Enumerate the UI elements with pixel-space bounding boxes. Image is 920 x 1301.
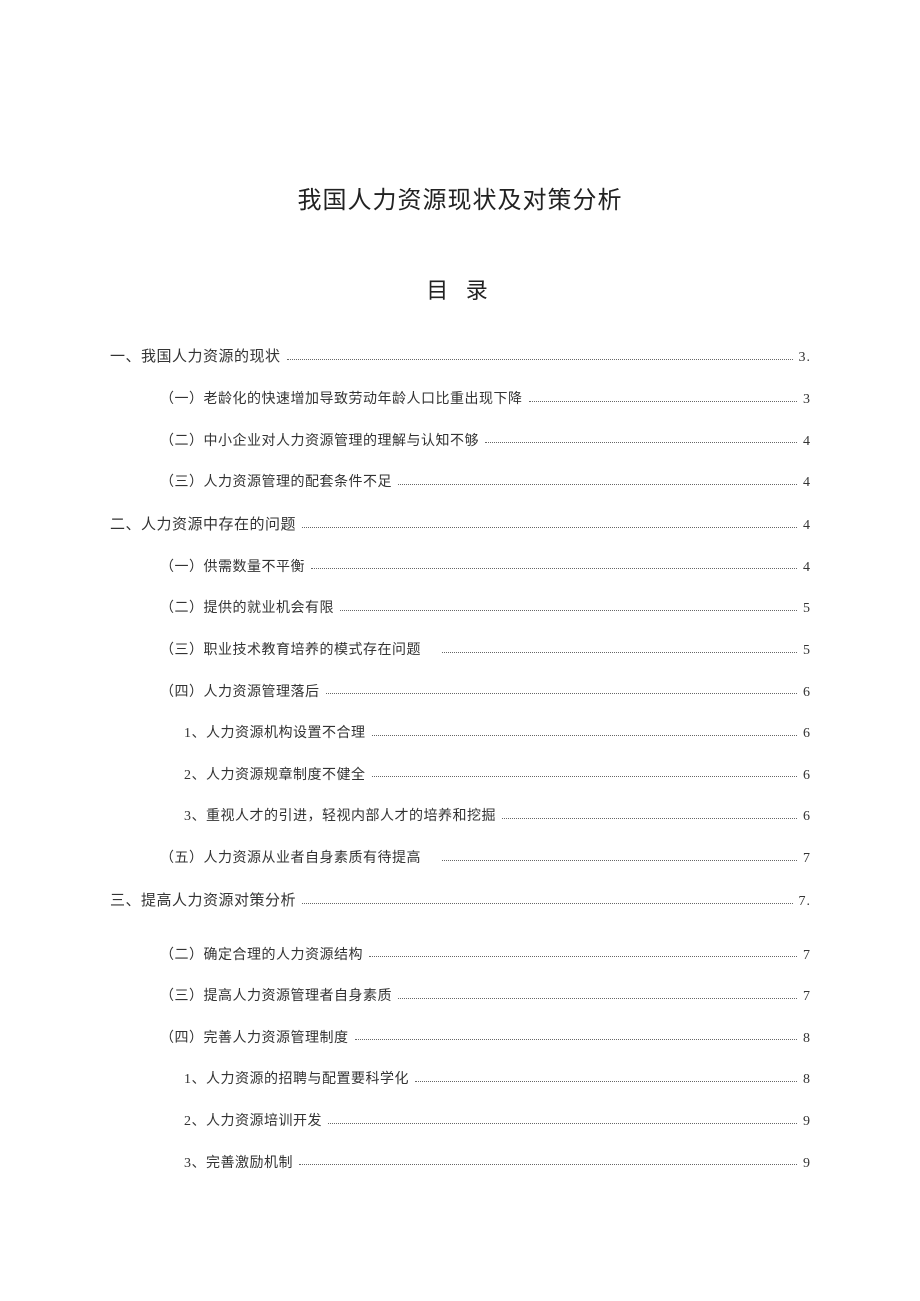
toc-entry-level-2: （四）完善人力资源管理制度 8 <box>160 1029 810 1049</box>
toc-entry-level-2: （二）中小企业对人力资源管理的理解与认知不够 4 <box>160 432 810 452</box>
toc-entry-level-2: （三）职业技术教育培养的模式存在问题 5 <box>160 641 810 661</box>
toc-leader-dots <box>326 693 798 694</box>
toc-entry-label: （三）提高人力资源管理者自身素质 <box>160 987 392 1007</box>
toc-entry-level-2: （二）提供的就业机会有限 5 <box>160 599 810 619</box>
toc-leader-dots <box>442 652 798 653</box>
toc-entry-page: 6 <box>803 683 810 703</box>
toc-leader-dots <box>369 956 797 957</box>
toc-entry-label: （三）职业技术教育培养的模式存在问题 <box>160 641 436 661</box>
toc-entry-level-3: 3、重视人才的引进，轻视内部人才的培养和挖掘 6 <box>184 807 810 827</box>
toc-entry-level-1: 一、我国人力资源的现状 3 <box>110 347 810 368</box>
toc-leader-dots <box>502 818 797 819</box>
toc-entry-page: 3 <box>803 390 810 410</box>
toc-entry-label: 3、重视人才的引进，轻视内部人才的培养和挖掘 <box>184 807 496 827</box>
toc-entry-label: 2、人力资源培训开发 <box>184 1112 322 1132</box>
toc-entry-page: 5 <box>803 641 810 661</box>
toc-entry-level-3: 2、人力资源培训开发 9 <box>184 1112 810 1132</box>
toc-entry-level-1: 二、人力资源中存在的问题 4 <box>110 515 810 536</box>
toc-leader-dots <box>372 776 798 777</box>
toc-entry-page: 7 <box>803 987 810 1007</box>
toc-entry-label: 一、我国人力资源的现状 <box>110 347 281 368</box>
toc-entry-label: （一）供需数量不平衡 <box>160 558 305 578</box>
document-title: 我国人力资源现状及对策分析 <box>110 180 810 215</box>
toc-leader-dots <box>398 484 797 485</box>
toc-leader-dots <box>485 442 797 443</box>
toc-entry-label: （三）人力资源管理的配套条件不足 <box>160 473 392 493</box>
toc-entry-level-2: （五）人力资源从业者自身素质有待提高 7 <box>160 849 810 869</box>
toc-entry-page: 3 <box>799 348 811 368</box>
toc-entry-page: 9 <box>803 1112 810 1132</box>
toc-entry-label: （二）确定合理的人力资源结构 <box>160 946 363 966</box>
toc-entry-page: 7 <box>803 849 810 869</box>
toc-leader-dots <box>328 1123 797 1124</box>
toc-entry-label: 3、完善激励机制 <box>184 1154 293 1174</box>
toc-entry-label: 2、人力资源规章制度不健全 <box>184 766 366 786</box>
toc-entry-page: 4 <box>803 473 810 493</box>
toc-leader-dots <box>529 401 798 402</box>
toc-entry-level-3: 2、人力资源规章制度不健全 6 <box>184 766 810 786</box>
toc-entry-label: 三、提高人力资源对策分析 <box>110 891 296 912</box>
toc-entry-label: （二）提供的就业机会有限 <box>160 599 334 619</box>
toc-entry-page: 5 <box>803 599 810 619</box>
toc-leader-dots <box>302 903 792 904</box>
toc-leader-dots <box>340 610 797 611</box>
toc-entry-page: 7 <box>803 946 810 966</box>
toc-entry-label: 1、人力资源机构设置不合理 <box>184 724 366 744</box>
toc-entry-level-1: 三、提高人力资源对策分析 7 <box>110 891 810 912</box>
toc-entry-page: 4 <box>803 516 810 536</box>
toc-entry-level-2: （二）确定合理的人力资源结构 7 <box>160 946 810 966</box>
toc-entry-level-2: （一）老龄化的快速增加导致劳动年龄人口比重出现下降 3 <box>160 390 810 410</box>
toc-leader-dots <box>442 860 798 861</box>
toc-entry-label: 二、人力资源中存在的问题 <box>110 515 296 536</box>
toc-entry-page: 6 <box>803 807 810 827</box>
toc-entry-level-3: 1、人力资源的招聘与配置要科学化 8 <box>184 1070 810 1090</box>
table-of-contents: 一、我国人力资源的现状 3 （一）老龄化的快速增加导致劳动年龄人口比重出现下降 3 （二… <box>110 347 810 1173</box>
toc-leader-dots <box>355 1039 798 1040</box>
toc-entry-label: （四）完善人力资源管理制度 <box>160 1029 349 1049</box>
toc-entry-page: 7 <box>799 892 811 912</box>
toc-leader-dots <box>372 735 798 736</box>
toc-entry-page: 8 <box>803 1070 810 1090</box>
toc-entry-label: 1、人力资源的招聘与配置要科学化 <box>184 1070 409 1090</box>
toc-entry-label: （一）老龄化的快速增加导致劳动年龄人口比重出现下降 <box>160 390 523 410</box>
toc-heading: 目 录 <box>110 273 810 305</box>
toc-entry-label: （五）人力资源从业者自身素质有待提高 <box>160 849 436 869</box>
toc-entry-label: （四）人力资源管理落后 <box>160 683 320 703</box>
toc-entry-level-3: 1、人力资源机构设置不合理 6 <box>184 724 810 744</box>
toc-entry-page: 4 <box>803 432 810 452</box>
document-page: 我国人力资源现状及对策分析 目 录 一、我国人力资源的现状3（一）老龄化的快速增… <box>0 0 920 1301</box>
toc-entry-level-2: （四）人力资源管理落后 6 <box>160 683 810 703</box>
toc-entry-page: 8 <box>803 1029 810 1049</box>
toc-leader-dots <box>311 568 797 569</box>
toc-entry-level-3: 3、完善激励机制 9 <box>184 1154 810 1174</box>
toc-entry-page: 6 <box>803 766 810 786</box>
toc-entry-level-2: （三）提高人力资源管理者自身素质 7 <box>160 987 810 1007</box>
toc-entry-page: 9 <box>803 1154 810 1174</box>
toc-entry-level-2: （一）供需数量不平衡 4 <box>160 558 810 578</box>
toc-leader-dots <box>398 998 797 999</box>
toc-entry-page: 4 <box>803 558 810 578</box>
toc-entry-page: 6 <box>803 724 810 744</box>
toc-leader-dots <box>415 1081 797 1082</box>
toc-leader-dots <box>299 1164 797 1165</box>
toc-leader-dots <box>287 359 793 360</box>
toc-leader-dots <box>302 527 797 528</box>
toc-entry-level-2: （三）人力资源管理的配套条件不足 4 <box>160 473 810 493</box>
toc-entry-label: （二）中小企业对人力资源管理的理解与认知不够 <box>160 432 479 452</box>
